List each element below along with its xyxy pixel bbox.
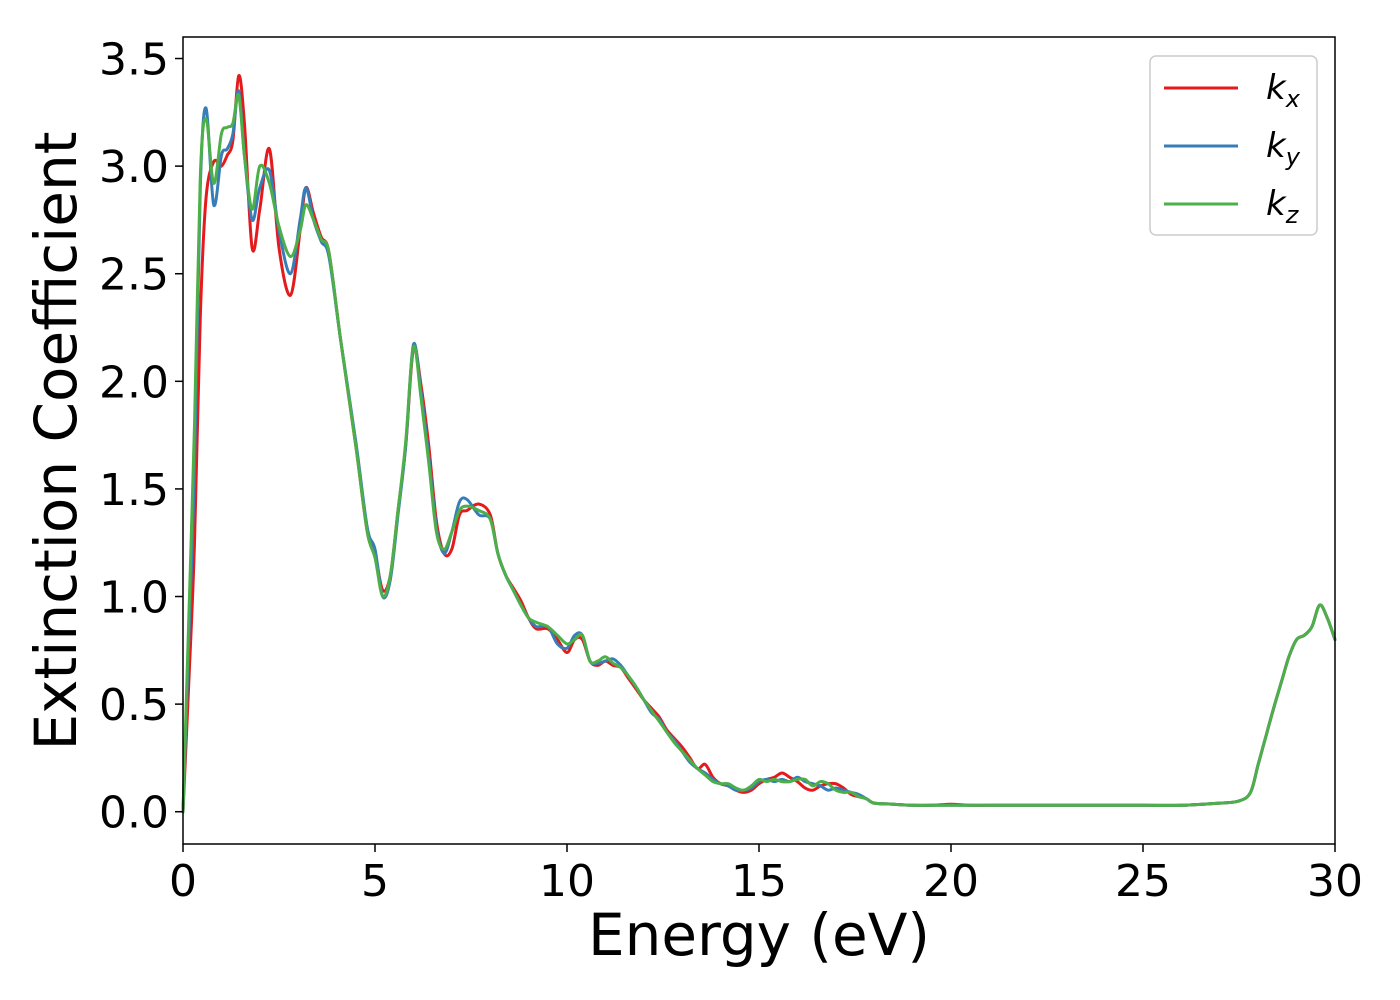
y-axis-ticks: 0.0 0.5 1.0 1.5 2.0 2.5 3.0 3.5 [99, 35, 183, 839]
x-tick-label: 30 [1307, 856, 1363, 907]
x-tick-label: 25 [1115, 856, 1171, 907]
legend-label-ky: ky [1266, 126, 1301, 171]
y-tick-label: 1.5 [99, 465, 169, 516]
x-tick-label: 10 [539, 856, 595, 907]
x-tick-label: 20 [923, 856, 979, 907]
y-tick-label: 0.5 [99, 680, 169, 731]
y-axis-label: Extinction Coefficient [22, 132, 90, 751]
y-tick-label: 1.0 [99, 573, 169, 624]
y-tick-label: 3.0 [99, 142, 169, 193]
series-layer [181, 74, 1337, 814]
x-tick-label: 15 [731, 856, 787, 907]
series-line-kz [181, 93, 1337, 814]
x-axis-ticks: 0 5 10 15 20 25 30 [169, 844, 1363, 907]
legend-label-kx: kx [1266, 68, 1301, 113]
legend: kx ky kz [1149, 55, 1318, 236]
x-tick-label: 5 [361, 856, 389, 907]
y-tick-label: 3.5 [99, 35, 169, 86]
y-tick-label: 2.0 [99, 357, 169, 408]
x-tick-label: 0 [169, 856, 197, 907]
x-axis-label: Energy (eV) [588, 901, 930, 969]
y-tick-label: 2.5 [99, 250, 169, 301]
legend-label-kz: kz [1266, 184, 1300, 229]
y-tick-label: 0.0 [99, 788, 169, 839]
